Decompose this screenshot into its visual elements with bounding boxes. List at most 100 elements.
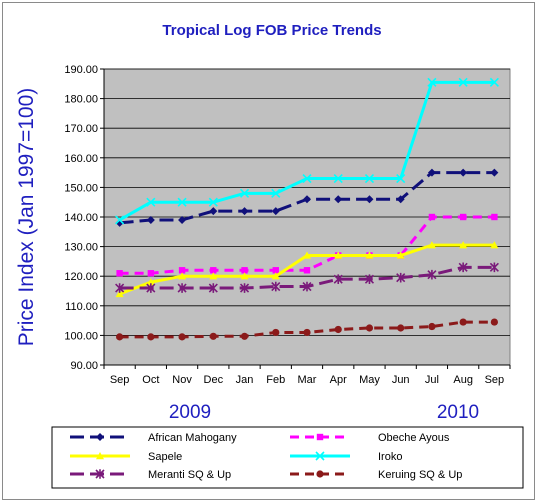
data-point — [115, 215, 125, 225]
legend-entry: Meranti SQ & Up — [70, 469, 231, 481]
y-tick-label: 150.00 — [64, 182, 98, 194]
data-point — [302, 281, 312, 292]
data-point — [146, 197, 156, 207]
data-point — [271, 188, 281, 198]
data-point — [115, 283, 125, 293]
data-point — [272, 267, 279, 274]
series-sapele — [115, 241, 499, 298]
data-point — [240, 332, 249, 340]
y-tick-label: 100.00 — [64, 330, 98, 342]
data-point — [458, 262, 468, 273]
series-keruing-sq-up — [116, 318, 498, 341]
data-point — [271, 272, 280, 280]
data-point — [209, 272, 218, 280]
x-tick-label: Sep — [485, 374, 505, 386]
data-point — [208, 197, 218, 207]
series-iroko — [115, 77, 499, 225]
data-point — [96, 452, 104, 460]
data-point — [316, 433, 324, 441]
data-point — [364, 173, 375, 184]
data-point — [334, 325, 342, 334]
data-point — [397, 324, 405, 332]
data-point — [365, 195, 374, 204]
y-tick-label: 140.00 — [64, 212, 98, 224]
data-point — [365, 324, 374, 332]
data-point — [459, 241, 468, 249]
legend-entry: Iroko — [290, 451, 402, 463]
data-point — [489, 262, 499, 273]
data-point — [208, 283, 218, 293]
data-point — [396, 173, 406, 184]
year-label-2009: 2009 — [169, 402, 211, 423]
data-point — [427, 77, 437, 87]
x-tick-label: Oct — [142, 374, 159, 386]
data-point — [427, 269, 437, 280]
x-tick-label: Nov — [172, 374, 192, 386]
x-tick-label: Feb — [266, 374, 285, 386]
data-point — [239, 188, 250, 198]
data-point — [491, 213, 498, 221]
legend: African Mahogany Obeche Ayous Sapele Iroko M… — [70, 432, 462, 481]
data-point — [365, 251, 374, 259]
legend-label: African Mahogany — [148, 432, 237, 444]
legend-label: Keruing SQ & Up — [378, 469, 462, 481]
data-point — [315, 451, 325, 461]
data-point — [303, 195, 311, 204]
chart-title: Tropical Log FOB Price Trends — [162, 22, 381, 39]
x-tick-label: Mar — [298, 374, 317, 386]
data-point — [427, 241, 436, 249]
data-point — [303, 328, 311, 337]
data-point — [116, 333, 124, 341]
data-point — [146, 278, 155, 286]
y-tick-label: 190.00 — [64, 64, 98, 76]
data-point — [490, 318, 498, 326]
data-point — [95, 469, 105, 479]
x-tick-label: Jul — [425, 374, 439, 386]
data-point — [240, 272, 249, 280]
data-point — [178, 333, 186, 341]
data-point — [177, 283, 187, 293]
data-point — [178, 215, 187, 224]
data-point — [316, 470, 324, 478]
data-point — [489, 77, 499, 87]
y-tick-label: 90.00 — [70, 360, 98, 372]
data-point — [147, 270, 155, 277]
y-axis-label: Price Index (Jan 1997=100) — [15, 88, 38, 347]
x-tick-label: Apr — [330, 374, 347, 386]
legend-box — [51, 426, 524, 489]
x-tick-label: Aug — [453, 374, 473, 386]
data-point — [209, 207, 218, 216]
data-point — [178, 272, 187, 280]
x-tick-label: Jan — [236, 374, 254, 386]
x-tick-label: Jun — [392, 374, 410, 386]
y-tick-label: 130.00 — [64, 242, 98, 254]
data-point — [490, 168, 499, 177]
data-point — [303, 251, 311, 259]
data-point — [209, 332, 217, 340]
data-point — [428, 322, 436, 331]
data-point — [459, 168, 468, 177]
data-point — [458, 77, 468, 87]
legend-entry: Keruing SQ & Up — [290, 469, 462, 481]
data-point — [396, 251, 405, 259]
data-point — [396, 272, 406, 283]
legend-label: Meranti SQ & Up — [148, 469, 231, 481]
data-point — [239, 283, 250, 293]
series-meranti-sq-up — [115, 262, 499, 293]
data-point — [334, 195, 343, 204]
legend-entry: Sapele — [70, 451, 182, 463]
legend-label: Iroko — [378, 451, 402, 463]
x-tick-labels: Sep Oct Nov Dec Jan Feb Mar Apr May Jun Jul Aug Sep — [103, 365, 511, 386]
data-point — [115, 289, 124, 298]
y-tick-label: 120.00 — [64, 271, 98, 283]
data-point — [146, 283, 156, 293]
data-point — [459, 318, 467, 326]
data-point — [146, 215, 155, 224]
x-tick-label: May — [359, 374, 380, 386]
data-point — [177, 197, 187, 207]
data-point — [210, 267, 217, 274]
series-african-mahogany — [115, 168, 499, 227]
data-point — [459, 213, 467, 221]
series-lines — [115, 77, 499, 341]
data-point — [241, 267, 248, 274]
